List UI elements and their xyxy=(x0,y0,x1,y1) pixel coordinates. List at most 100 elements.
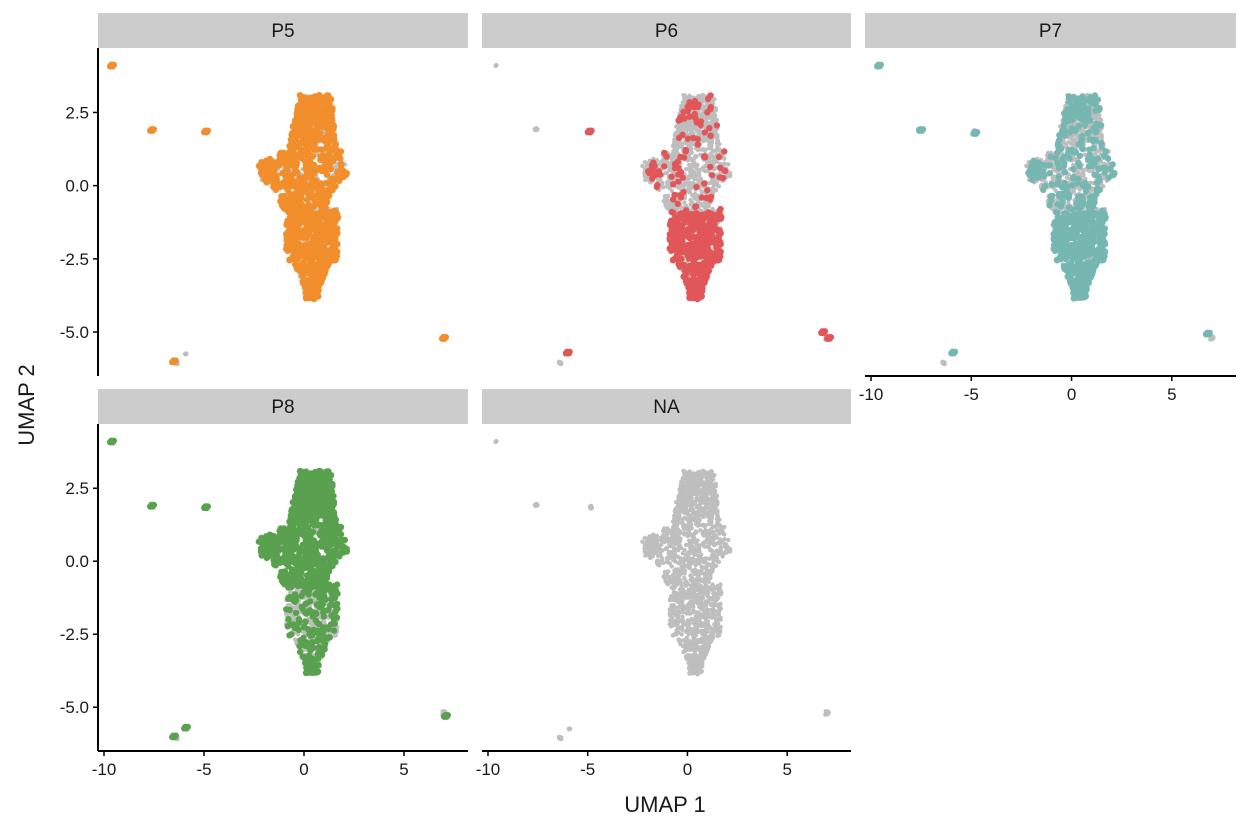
highlight-point xyxy=(304,227,311,234)
highlight-point xyxy=(708,172,716,179)
highlight-point xyxy=(281,192,288,200)
background-point xyxy=(692,176,697,182)
background-point xyxy=(664,184,670,189)
highlight-point xyxy=(332,232,339,239)
facet-panel-p6: P6 xyxy=(482,13,851,367)
highlight-point xyxy=(325,260,332,267)
highlight-point xyxy=(661,163,668,170)
highlight-point xyxy=(319,268,326,275)
highlight-point xyxy=(330,131,338,139)
background-point xyxy=(534,127,540,132)
highlight-point xyxy=(110,61,118,68)
highlight-point xyxy=(316,212,323,220)
highlight-point xyxy=(303,188,310,196)
background-point xyxy=(679,103,684,109)
highlight-point xyxy=(172,357,179,364)
highlight-point xyxy=(314,260,322,267)
highlight-point xyxy=(285,158,292,165)
highlight-point xyxy=(334,215,341,222)
highlight-point xyxy=(328,177,335,184)
highlight-point xyxy=(674,200,681,207)
highlight-point xyxy=(720,174,727,182)
highlight-point xyxy=(296,174,303,181)
highlight-point xyxy=(299,99,307,106)
highlight-point xyxy=(323,197,330,205)
highlight-point xyxy=(309,186,316,193)
y-tick-label: 2.5 xyxy=(65,103,89,122)
highlight-point xyxy=(324,254,332,261)
highlight-point xyxy=(310,277,317,284)
background-point xyxy=(692,191,698,197)
background-point xyxy=(668,202,673,207)
background-point xyxy=(688,186,693,191)
background-point xyxy=(695,147,700,152)
background-point xyxy=(713,181,718,186)
highlight-point xyxy=(321,99,328,107)
highlight-point xyxy=(320,187,328,194)
highlight-point xyxy=(318,222,326,230)
background-point xyxy=(689,127,694,133)
background-point xyxy=(701,167,706,173)
highlight-point xyxy=(293,122,300,129)
background-point xyxy=(697,128,702,133)
highlight-point xyxy=(323,171,331,178)
highlight-point xyxy=(318,152,326,160)
background-point xyxy=(687,180,693,186)
background-point xyxy=(688,122,693,128)
highlight-point xyxy=(290,241,297,249)
highlight-point xyxy=(319,274,326,281)
background-point xyxy=(710,149,716,154)
highlight-point xyxy=(310,119,317,126)
highlight-point xyxy=(442,334,449,341)
highlight-point xyxy=(263,157,270,164)
highlight-point xyxy=(314,191,322,198)
background-point xyxy=(702,104,707,109)
highlight-point xyxy=(309,283,316,291)
highlight-point xyxy=(319,118,327,125)
highlight-point xyxy=(317,166,324,174)
highlight-point xyxy=(315,245,323,252)
panels-layer: P52.50.0-2.5-5.0P6 P7-10 -5 0 5P82.50.0-2.5-… xyxy=(60,13,1236,779)
highlight-point xyxy=(311,146,318,153)
highlight-point xyxy=(299,206,306,214)
background-point xyxy=(708,142,713,147)
background-point xyxy=(688,143,693,148)
highlight-point xyxy=(293,183,300,190)
y-tick-label: -2.5 xyxy=(60,250,89,269)
background-point xyxy=(702,148,707,153)
highlight-point xyxy=(286,221,294,228)
background-point xyxy=(493,63,499,68)
background-point xyxy=(704,115,709,120)
highlight-point xyxy=(310,161,318,169)
highlight-point xyxy=(297,154,304,161)
highlight-point xyxy=(326,234,333,242)
highlight-point xyxy=(303,285,310,292)
highlight-point xyxy=(721,148,728,155)
highlight-point xyxy=(330,143,338,150)
highlight-point xyxy=(296,233,303,240)
highlight-point xyxy=(301,131,308,139)
background-point xyxy=(702,164,708,169)
background-point xyxy=(682,94,687,99)
background-point xyxy=(722,161,727,166)
highlight-point xyxy=(663,153,670,160)
facet-panel-p5: P52.50.0-2.5-5.0 xyxy=(60,13,468,376)
background-point xyxy=(691,173,697,178)
highlight-point xyxy=(321,209,329,216)
highlight-point xyxy=(287,213,294,221)
highlight-point xyxy=(291,150,298,158)
highlight-point xyxy=(668,173,675,180)
highlight-point xyxy=(289,203,296,211)
background-point xyxy=(710,186,716,191)
highlight-point xyxy=(298,115,305,122)
highlight-point xyxy=(302,165,310,173)
background-point xyxy=(672,152,677,158)
highlight-point xyxy=(671,191,678,199)
background-point xyxy=(643,177,648,183)
background-point xyxy=(695,162,700,168)
background-point xyxy=(687,166,692,172)
highlight-point xyxy=(310,127,317,135)
background-point xyxy=(183,351,188,356)
y-tick-label: -5.0 xyxy=(60,323,89,342)
